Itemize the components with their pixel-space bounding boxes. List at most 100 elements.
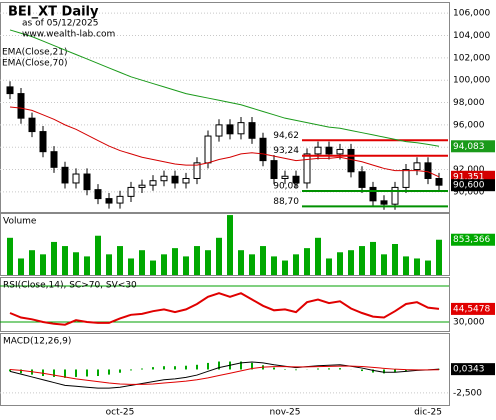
histogram-bar (295, 369, 297, 371)
candle-body (149, 180, 157, 186)
value-box-label: 94,083 (453, 142, 485, 152)
candle-body (314, 146, 322, 155)
candle-body (72, 173, 80, 184)
histogram-bar (273, 367, 275, 370)
y-tick-label: 96,000 (453, 120, 485, 130)
candle-body (127, 186, 135, 197)
histogram-bar (251, 362, 253, 370)
volume-bar (194, 246, 200, 275)
histogram-bar (20, 369, 22, 374)
candle-body (248, 122, 256, 139)
histogram-bar (196, 364, 198, 370)
candle-body (226, 124, 234, 135)
y-tick-label: 90,000 (453, 187, 485, 197)
level-label: 88,70 (273, 197, 299, 207)
y-tick-label: 102,000 (453, 53, 490, 63)
histogram-bar (64, 369, 66, 378)
histogram-bar (53, 369, 55, 377)
volume-bar (238, 250, 244, 275)
volume-bar (370, 241, 376, 275)
panel-title: RSI(Close,14), SC>70, SV<30 (3, 281, 137, 291)
volume-bar (381, 254, 387, 275)
candle-body (160, 175, 168, 182)
volume-bar (271, 256, 277, 275)
candle-body (28, 117, 36, 133)
volume-bar (205, 250, 211, 275)
histogram-bar (240, 361, 242, 370)
histogram-bar (328, 368, 330, 370)
candle-body (303, 153, 311, 184)
volume-bar (436, 239, 442, 275)
panel-title: MACD(12,26,9) (3, 337, 71, 347)
candle-body (413, 162, 421, 171)
panel-title: Volume (3, 217, 37, 227)
volume-bar (337, 252, 343, 275)
volume-bar (51, 241, 57, 275)
level-label: 94,62 (273, 131, 299, 141)
histogram-bar (86, 369, 88, 377)
volume-bar (304, 248, 310, 275)
candle-body (61, 166, 69, 184)
macd-line (9, 365, 440, 385)
candle-body (105, 198, 113, 204)
candle-body (193, 162, 201, 179)
volume-bar (95, 235, 101, 275)
volume-bar (326, 258, 332, 275)
value-box (451, 233, 495, 246)
x-tick-label: nov-25 (270, 408, 301, 418)
candle-body (347, 148, 355, 173)
volume-bar (172, 248, 178, 275)
y-tick-label: 104,000 (453, 31, 490, 41)
ema-line (9, 106, 440, 178)
candle-body (435, 177, 443, 186)
value-box-label: 90,600 (453, 181, 485, 191)
rsi-line (9, 292, 440, 326)
value-box (451, 363, 495, 376)
value-box-label: 44,5478 (453, 304, 490, 314)
histogram-bar (174, 366, 176, 370)
histogram-bar (152, 367, 154, 370)
value-box (451, 179, 495, 192)
candle-body (424, 162, 432, 179)
histogram-bar (119, 369, 121, 373)
level-label: 93,24 (273, 146, 299, 156)
histogram-bar (185, 365, 187, 370)
histogram-bar (141, 368, 143, 370)
histogram-bar (405, 369, 407, 372)
candle-body (204, 135, 212, 164)
histogram-bar (394, 369, 396, 373)
value-box-label: 91,351 (453, 172, 485, 182)
volume-bar (73, 252, 79, 275)
volume-bar (315, 237, 321, 275)
volume-bar (293, 254, 299, 275)
candle-body (270, 160, 278, 179)
panel-frame (0, 213, 450, 276)
volume-bar (403, 256, 409, 275)
histogram-bar (383, 369, 385, 374)
volume-bar (425, 260, 431, 275)
candle-body (50, 151, 58, 168)
x-tick-label: oct-25 (106, 408, 135, 418)
candle-body (325, 146, 333, 155)
volume-bar (84, 256, 90, 275)
candle-body (171, 175, 179, 184)
histogram-bar (108, 369, 110, 375)
volume-bar (139, 250, 145, 275)
y-tick-label: 30,000 (453, 318, 485, 328)
volume-bar (161, 254, 167, 275)
histogram-bar (75, 369, 77, 377)
volume-bar (29, 250, 35, 275)
histogram-bar (163, 366, 165, 370)
candle-body (336, 148, 344, 155)
histogram-bar (207, 362, 209, 370)
legend-entry: EMA(Close,21) (2, 48, 67, 58)
histogram-bar (339, 368, 341, 370)
panel-frame (0, 2, 450, 213)
volume-bar (183, 256, 189, 275)
y-tick-label: -2,500 (453, 388, 482, 398)
value-box (451, 302, 495, 315)
candle-body (6, 86, 14, 95)
volume-bar (40, 254, 46, 275)
candle-body (17, 93, 25, 119)
